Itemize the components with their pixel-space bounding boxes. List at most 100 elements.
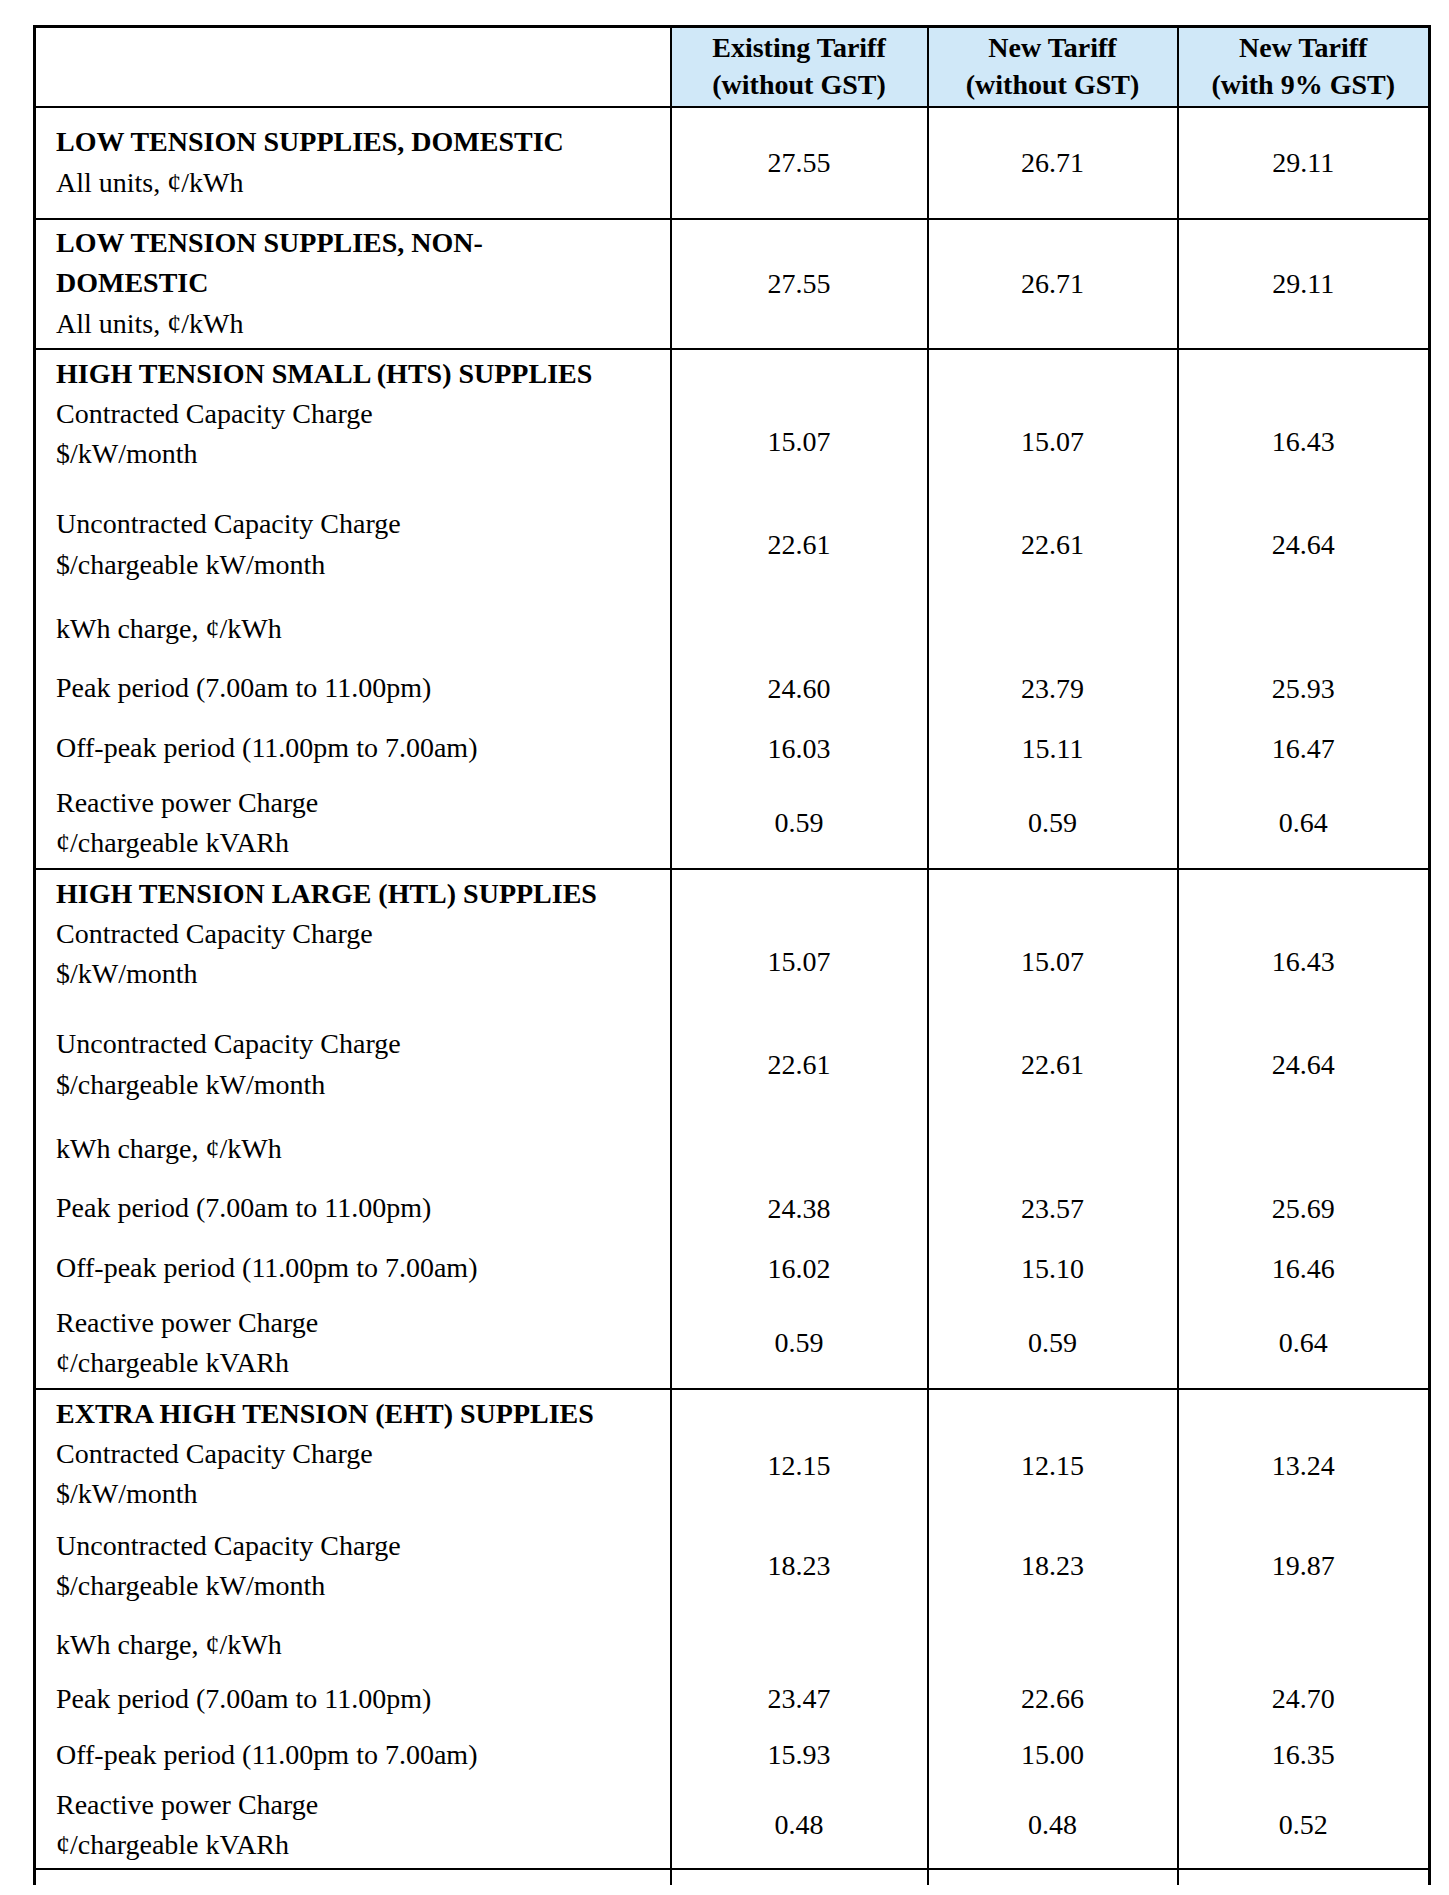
tariff-value: 0.59 — [671, 779, 928, 869]
tariff-value: 16.02 — [671, 1239, 928, 1299]
tariff-value: 0.64 — [1178, 1299, 1430, 1389]
charge-label: kWh charge, ¢/kWh — [56, 1129, 660, 1169]
section-label-cell: Peak period (7.00am to 11.00pm) — [35, 1671, 671, 1727]
section-label-cell: Off-peak period (11.00pm to 7.00am) — [35, 1239, 671, 1299]
tariff-value: 13.24 — [1178, 1389, 1430, 1514]
tariff-value: 29.11 — [1178, 219, 1430, 349]
section-label-cell: Off-peak period (11.00pm to 7.00am) — [35, 719, 671, 779]
tariff-value: 16.43 — [1178, 869, 1430, 1009]
charge-label: kWh charge, ¢/kWh — [56, 609, 660, 649]
tariff-value: 15.10 — [928, 1239, 1178, 1299]
tariff-value: 19.87 — [1178, 1514, 1430, 1619]
section-label-cell: Reactive power Charge ¢/chargeable kVARh — [35, 779, 671, 869]
tariff-value: 22.61 — [928, 489, 1178, 601]
charge-label: Reactive power Charge — [56, 783, 660, 823]
tariff-value: 22.61 — [671, 1009, 928, 1121]
tariff-value: 12.15 — [671, 1389, 928, 1514]
charge-label: Off-peak period (11.00pm to 7.00am) — [56, 1248, 660, 1288]
empty-value-cell — [1178, 1619, 1430, 1671]
empty-value-cell — [1178, 1121, 1430, 1179]
header-line: (without GST) — [929, 67, 1177, 104]
charge-unit: ¢/chargeable kVARh — [56, 1825, 660, 1865]
section-label-cell: kWh charge, ¢/kWh — [35, 1619, 671, 1671]
charge-label: Contracted Capacity Charge — [56, 394, 660, 434]
eht-reactive-row: Reactive power Charge ¢/chargeable kVARh… — [35, 1783, 1430, 1869]
row-title: LOW TENSION SUPPLIES, NON-DOMESTIC — [56, 223, 601, 303]
tariff-value: 15.11 — [928, 719, 1178, 779]
empty-value-cell — [928, 1619, 1178, 1671]
empty-value-cell — [1178, 601, 1430, 659]
tariff-value: 27.55 — [671, 107, 928, 219]
header-row: Existing Tariff (without GST) New Tariff… — [35, 27, 1430, 107]
charge-label: Contracted Capacity Charge — [56, 1434, 660, 1474]
tariff-value: 24.70 — [1178, 1671, 1430, 1727]
charge-unit: ¢/chargeable kVARh — [56, 823, 660, 863]
charge-label: Peak period (7.00am to 11.00pm) — [56, 668, 660, 708]
hts-peak-row: Peak period (7.00am to 11.00pm) 24.60 23… — [35, 659, 1430, 719]
charge-label: Reactive power Charge — [56, 1785, 660, 1825]
empty-cell — [928, 1869, 1178, 1885]
tariff-value: 24.38 — [671, 1179, 928, 1239]
tariff-value: 16.47 — [1178, 719, 1430, 779]
row-subtitle: All units, ¢/kWh — [56, 163, 660, 203]
hts-kwh-charge-row: kWh charge, ¢/kWh — [35, 601, 1430, 659]
charge-unit: $/chargeable kW/month — [56, 1566, 660, 1606]
htl-uncontracted-row: Uncontracted Capacity Charge $/chargeabl… — [35, 1009, 1430, 1121]
tariff-value: 15.93 — [671, 1727, 928, 1783]
empty-cell — [35, 1869, 671, 1885]
header-new-tariff-with-gst: New Tariff (with 9% GST) — [1178, 27, 1430, 107]
tariff-value: 26.71 — [928, 219, 1178, 349]
header-line: New Tariff — [929, 30, 1177, 67]
tariff-value: 18.23 — [928, 1514, 1178, 1619]
eht-uncontracted-row: Uncontracted Capacity Charge $/chargeabl… — [35, 1514, 1430, 1619]
section-label-cell: Uncontracted Capacity Charge $/chargeabl… — [35, 489, 671, 601]
tariff-value: 24.64 — [1178, 489, 1430, 601]
tariff-value: 26.71 — [928, 107, 1178, 219]
charge-unit: $/kW/month — [56, 434, 660, 474]
section-label-cell: Reactive power Charge ¢/chargeable kVARh — [35, 1299, 671, 1389]
empty-value-cell — [928, 1121, 1178, 1179]
charge-label: Peak period (7.00am to 11.00pm) — [56, 1188, 660, 1228]
hts-uncontracted-row: Uncontracted Capacity Charge $/chargeabl… — [35, 489, 1430, 601]
tariff-value: 16.43 — [1178, 349, 1430, 489]
header-existing-tariff: Existing Tariff (without GST) — [671, 27, 928, 107]
tariff-value: 24.60 — [671, 659, 928, 719]
tariff-value: 0.48 — [671, 1783, 928, 1869]
empty-value-cell — [671, 601, 928, 659]
section-title: EXTRA HIGH TENSION (EHT) SUPPLIES — [56, 1394, 660, 1434]
tariff-value: 16.46 — [1178, 1239, 1430, 1299]
tariff-value: 16.03 — [671, 719, 928, 779]
htl-reactive-row: Reactive power Charge ¢/chargeable kVARh… — [35, 1299, 1430, 1389]
section-label-cell: Off-peak period (11.00pm to 7.00am) — [35, 1727, 671, 1783]
section-title: HIGH TENSION SMALL (HTS) SUPPLIES — [56, 354, 660, 394]
section-label-cell: EXTRA HIGH TENSION (EHT) SUPPLIES Contra… — [35, 1389, 671, 1514]
eht-offpeak-row: Off-peak period (11.00pm to 7.00am) 15.9… — [35, 1727, 1430, 1783]
empty-cell — [671, 1869, 928, 1885]
tariff-value: 16.35 — [1178, 1727, 1430, 1783]
row-low-tension-domestic: LOW TENSION SUPPLIES, DOMESTIC All units… — [35, 107, 1430, 219]
tariff-value: 24.64 — [1178, 1009, 1430, 1121]
charge-unit: $/kW/month — [56, 954, 660, 994]
tariff-value: 0.64 — [1178, 779, 1430, 869]
tariff-value: 25.69 — [1178, 1179, 1430, 1239]
hts-contracted-row: HIGH TENSION SMALL (HTS) SUPPLIES Contra… — [35, 349, 1430, 489]
tariff-value: 23.57 — [928, 1179, 1178, 1239]
tariff-value: 0.59 — [928, 1299, 1178, 1389]
empty-value-cell — [671, 1619, 928, 1671]
hts-reactive-row: Reactive power Charge ¢/chargeable kVARh… — [35, 779, 1430, 869]
htl-offpeak-row: Off-peak period (11.00pm to 7.00am) 16.0… — [35, 1239, 1430, 1299]
tariff-value: 15.07 — [928, 349, 1178, 489]
htl-kwh-charge-row: kWh charge, ¢/kWh — [35, 1121, 1430, 1179]
tariff-value: 23.47 — [671, 1671, 928, 1727]
section-label-cell: Peak period (7.00am to 11.00pm) — [35, 1179, 671, 1239]
header-blank-cell — [35, 27, 671, 107]
charge-label: Uncontracted Capacity Charge — [56, 1526, 660, 1566]
charge-label: kWh charge, ¢/kWh — [56, 1625, 660, 1665]
tariff-value: 25.93 — [1178, 659, 1430, 719]
section-label-cell: HIGH TENSION LARGE (HTL) SUPPLIES Contra… — [35, 869, 671, 1009]
row-subtitle: All units, ¢/kWh — [56, 304, 660, 344]
tariff-value: 15.00 — [928, 1727, 1178, 1783]
charge-label: Off-peak period (11.00pm to 7.00am) — [56, 1735, 660, 1775]
section-label-cell: HIGH TENSION SMALL (HTS) SUPPLIES Contra… — [35, 349, 671, 489]
charge-unit: ¢/chargeable kVARh — [56, 1343, 660, 1383]
